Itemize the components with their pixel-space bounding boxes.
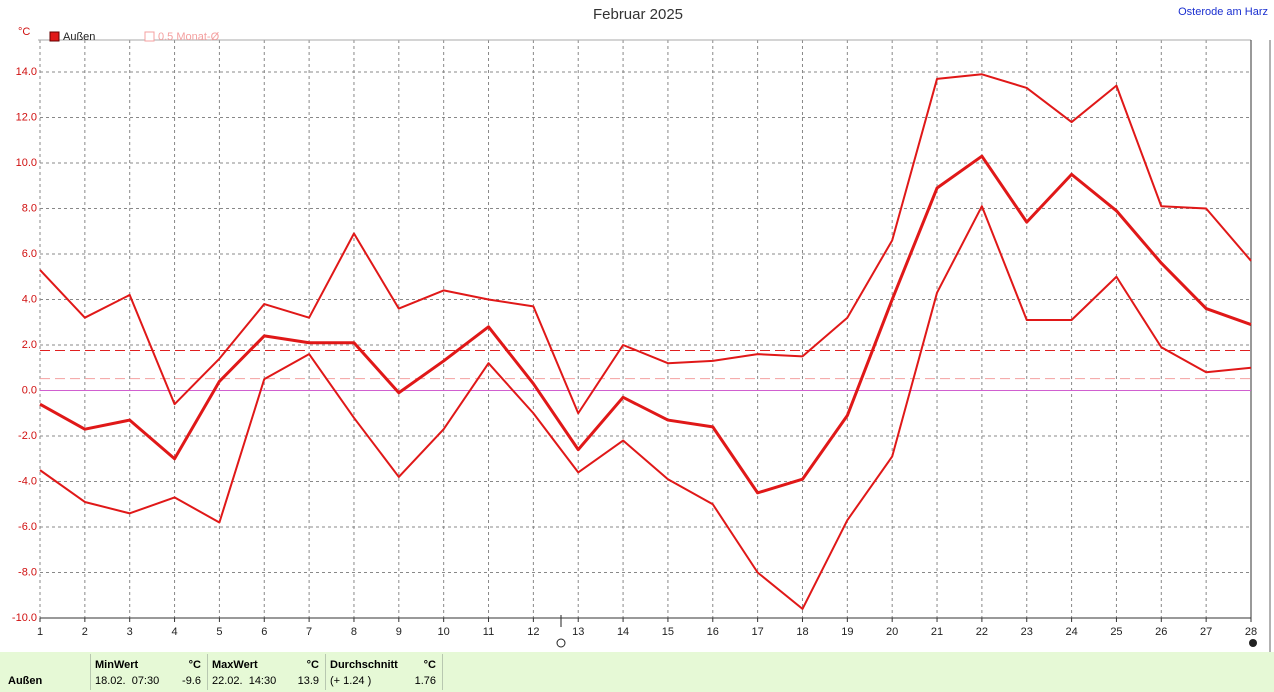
x-tick-label: 5 (216, 626, 222, 638)
y-tick-label: 8.0 (22, 202, 37, 214)
x-tick-label: 4 (171, 626, 177, 638)
legend-swatch (144, 31, 155, 42)
stats-cell: Durchschnitt °C (+ 1.24 ) 1.76 (325, 654, 443, 690)
stats-value: 13.9 (297, 675, 319, 687)
y-tick-label: -2.0 (18, 430, 37, 442)
stats-value: 1.76 (414, 675, 436, 687)
y-tick-label: -10.0 (12, 612, 37, 624)
x-tick-label: 23 (1021, 626, 1033, 638)
y-tick-label: 12.0 (16, 111, 37, 123)
stats-bar: Außen MinWert °C 18.02. 07:30 -9.6 MaxWert °C 2… (0, 652, 1274, 692)
x-tick-label: 14 (617, 626, 629, 638)
x-tick-label: 19 (841, 626, 853, 638)
y-tick-label: -6.0 (18, 521, 37, 533)
legend-label: Außen (63, 31, 95, 43)
x-tick-label: 1 (37, 626, 43, 638)
location: Osterode am Harz (1178, 6, 1268, 18)
stats-unit: °C (188, 659, 201, 671)
x-tick-label: 16 (707, 626, 719, 638)
x-tick-label: 2 (82, 626, 88, 638)
stats-value: -9.6 (182, 675, 201, 687)
stats-head: Durchschnitt (330, 659, 398, 671)
y-tick-label: 0.0 (22, 384, 37, 396)
chart-title: Februar 2025 (593, 6, 683, 23)
y-tick-label: 4.0 (22, 293, 37, 305)
x-tick-label: 28 (1245, 626, 1257, 638)
data-line (39, 73, 1252, 415)
y-tick-label: 10.0 (16, 157, 37, 169)
legend-label: 0.5 Monat-Ø (158, 31, 220, 43)
row-label: Außen (8, 675, 43, 687)
y-tick-label: -8.0 (18, 566, 37, 578)
y-unit: °C (18, 26, 30, 38)
x-tick-label: 22 (976, 626, 988, 638)
stats-when: 22.02. 14:30 (212, 675, 277, 687)
stats-cell: MaxWert °C 22.02. 14:30 13.9 (207, 654, 325, 690)
y-tick-label: 14.0 (16, 66, 37, 78)
x-tick-label: 24 (1065, 626, 1077, 638)
stats-unit: °C (423, 659, 436, 671)
stats-when: 18.02. 07:30 (95, 675, 160, 687)
x-tick-label: 9 (396, 626, 402, 638)
x-tick-label: 11 (483, 626, 494, 638)
stats-unit: °C (306, 659, 319, 671)
y-tick-label: 2.0 (22, 339, 37, 351)
x-tick-label: 10 (438, 626, 450, 638)
x-tick-label: 15 (662, 626, 674, 638)
stats-head: MinWert (95, 659, 139, 671)
stats-head: MaxWert (212, 659, 258, 671)
x-tick-label: 18 (796, 626, 808, 638)
x-tick-label: 13 (572, 626, 584, 638)
x-tick-label: 17 (752, 626, 764, 638)
x-tick-label: 25 (1110, 626, 1122, 638)
x-tick-label: 27 (1200, 626, 1212, 638)
x-tick-label: 21 (931, 626, 943, 638)
cursor-marker (556, 638, 566, 648)
stats-cell: MinWert °C 18.02. 07:30 -9.6 (90, 654, 207, 690)
x-tick-label: 26 (1155, 626, 1167, 638)
x-tick-label: 6 (261, 626, 267, 638)
data-line (39, 154, 1252, 495)
legend-swatch (49, 31, 60, 42)
y-tick-label: -4.0 (18, 475, 37, 487)
data-line (39, 205, 1252, 610)
x-tick-label: 3 (127, 626, 133, 638)
x-tick-label: 20 (886, 626, 898, 638)
chart: Februar 2025 Osterode am Harz °C -10.0 -8… (12, 6, 1271, 652)
y-tick-label: 6.0 (22, 248, 37, 260)
x-tick-label: 12 (527, 626, 539, 638)
stats-when: (+ 1.24 ) (330, 675, 372, 687)
x-tick-label: 7 (306, 626, 312, 638)
end-marker (1249, 639, 1257, 647)
x-tick-label: 8 (351, 626, 357, 638)
